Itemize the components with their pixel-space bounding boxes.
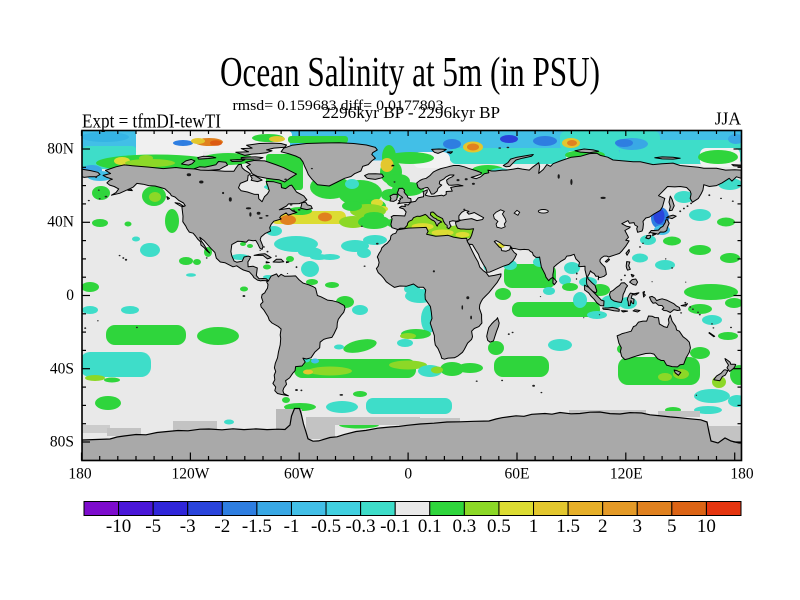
svg-text:-0.5: -0.5: [311, 516, 341, 537]
svg-text:0: 0: [404, 466, 412, 483]
svg-text:-1.5: -1.5: [242, 516, 272, 537]
svg-text:0.5: 0.5: [487, 516, 511, 537]
svg-text:-10: -10: [106, 516, 131, 537]
svg-text:120W: 120W: [171, 466, 209, 483]
svg-text:120E: 120E: [610, 466, 643, 483]
svg-text:-2: -2: [214, 516, 230, 537]
svg-text:3: 3: [633, 516, 643, 537]
svg-text:0.1: 0.1: [418, 516, 442, 537]
svg-text:60E: 60E: [505, 466, 530, 483]
svg-text:Ocean Salinity at 5m (in PSU): Ocean Salinity at 5m (in PSU): [220, 50, 600, 96]
svg-text:60W: 60W: [284, 466, 315, 483]
svg-text:-0.3: -0.3: [346, 516, 376, 537]
svg-text:5: 5: [667, 516, 677, 537]
svg-text:-1: -1: [284, 516, 300, 537]
svg-text:40N: 40N: [47, 214, 74, 231]
svg-text:0: 0: [66, 287, 74, 304]
svg-text:0.3: 0.3: [453, 516, 477, 537]
svg-text:-0.1: -0.1: [380, 516, 410, 537]
svg-text:80S: 80S: [50, 434, 74, 451]
svg-text:rmsd= 0.159683 diff= 0.0177803: rmsd= 0.159683 diff= 0.0177803: [233, 98, 444, 114]
svg-text:-3: -3: [180, 516, 196, 537]
svg-text:1: 1: [529, 516, 539, 537]
svg-text:2: 2: [598, 516, 608, 537]
svg-text:Expt = tfmDI-tewTI: Expt = tfmDI-tewTI: [82, 112, 221, 133]
svg-text:2296kyr BP - 2296kyr BP: 2296kyr BP - 2296kyr BP: [322, 103, 500, 122]
svg-text:1.5: 1.5: [556, 516, 580, 537]
svg-text:JJA: JJA: [715, 109, 742, 129]
svg-text:180: 180: [730, 466, 754, 483]
svg-text:180: 180: [68, 466, 92, 483]
svg-text:80N: 80N: [47, 141, 74, 158]
svg-text:10: 10: [697, 516, 716, 537]
svg-text:40S: 40S: [50, 360, 74, 377]
svg-text:-5: -5: [145, 516, 161, 537]
